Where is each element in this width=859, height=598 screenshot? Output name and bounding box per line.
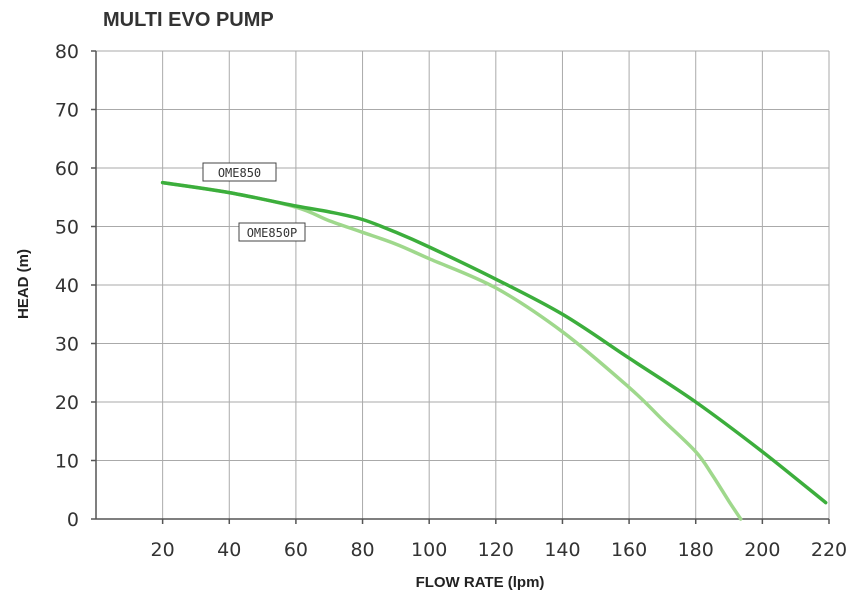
x-tick-label: 100 [411,539,447,561]
y-tick-label: 80 [55,41,79,63]
y-tick-label: 20 [55,392,79,414]
x-tick-label: 160 [611,539,647,561]
y-tick-label: 70 [55,100,79,122]
x-tick-label: 40 [217,539,241,561]
y-tick-label: 40 [55,275,79,297]
x-tick-label: 220 [811,539,847,561]
legend-label-ome850p: OME850P [247,226,298,240]
x-tick-label: 20 [151,539,175,561]
legend-box-ome850 [202,162,277,182]
legend-label-ome850: OME850 [218,166,261,180]
y-tick-label: 10 [55,451,79,473]
y-tick-label: 0 [67,509,79,531]
chart-title: MULTI EVO PUMP [103,9,274,31]
y-axis-label: HEAD (m) [15,249,32,319]
y-tick-labels: 0 10 20 30 40 50 60 70 80 [55,41,79,531]
x-tick-labels: 20 40 60 80 100 120 140 160 180 200 220 [151,539,848,561]
x-tick-label: 60 [284,539,308,561]
x-axis-label: FLOW RATE (lpm) [416,574,545,591]
x-tick-label: 180 [678,539,714,561]
legend-ome850: OME850 [202,162,277,182]
grid [96,50,830,519]
legend-ome850p: OME850P [238,222,306,242]
x-tick-label: 80 [350,539,374,561]
series-line-ome850p [160,180,743,521]
legend-box-ome850p [238,222,306,242]
series-line-ome850 [160,180,828,505]
axes [91,50,830,524]
y-tick-label: 60 [55,158,79,180]
y-tick-label: 50 [55,217,79,239]
series-lines [160,180,828,521]
x-tick-label: 120 [478,539,514,561]
x-tick-label: 200 [744,539,780,561]
x-tick-label: 140 [544,539,580,561]
y-tick-label: 30 [55,334,79,356]
